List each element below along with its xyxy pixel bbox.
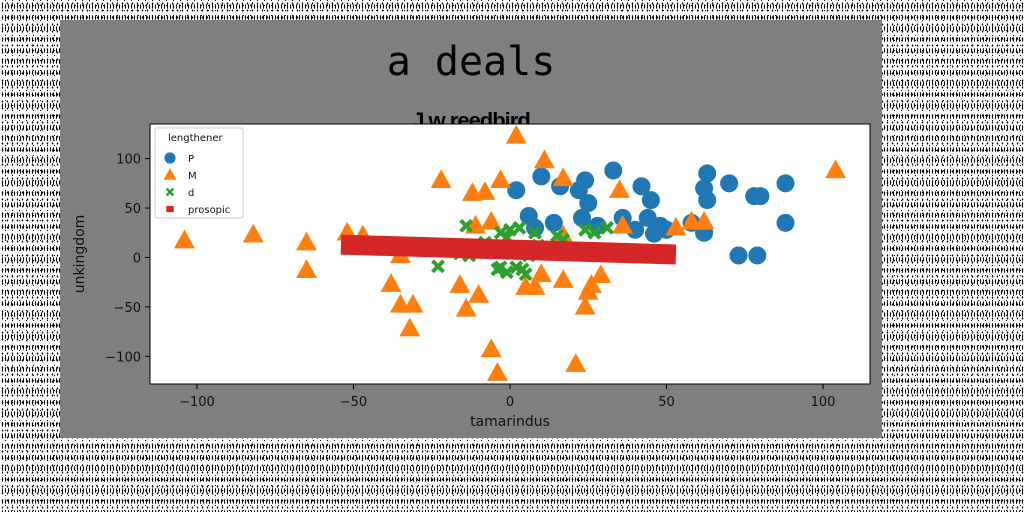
series-m-point	[533, 149, 555, 169]
series-p-point	[748, 246, 767, 265]
series-d-point	[518, 267, 533, 282]
series-m-point	[693, 210, 715, 230]
series-d-point	[528, 225, 542, 240]
series-d-point	[503, 222, 517, 237]
series-p-point	[573, 208, 591, 227]
series-m-point	[505, 124, 527, 144]
series-m-point	[242, 223, 264, 243]
series-d-point	[578, 222, 593, 237]
series-d-point	[587, 225, 602, 240]
legend-label-p: P	[188, 154, 194, 165]
legend-label-m: M	[188, 171, 197, 182]
figure-title: a deals	[386, 39, 556, 85]
legend: lengthener PMd prosopic	[154, 127, 244, 219]
legend-label-prosopic: prosopic	[188, 205, 230, 216]
series-d-point	[512, 220, 527, 235]
series-p-point	[544, 213, 563, 232]
series-m-point	[399, 317, 421, 337]
series-m-point	[574, 295, 596, 315]
series-m-point	[524, 276, 546, 295]
series-m-point	[565, 353, 587, 372]
series-m-point	[430, 169, 452, 189]
axes: −100 −50 0 50 100 −100 −50 0 50 100	[105, 153, 835, 410]
series-m-point	[612, 214, 634, 234]
series-m-point	[480, 338, 502, 358]
series-p-point	[632, 177, 651, 196]
series-prosopic-line	[340, 234, 677, 265]
x-axis-label: tamarindus	[470, 414, 550, 430]
x-tick-label: 0	[506, 395, 514, 410]
series-d-point	[600, 220, 614, 235]
series-d-point	[459, 218, 474, 233]
series-p-point	[579, 194, 598, 213]
series-m-point	[449, 274, 471, 293]
x-tick-label: −100	[179, 395, 215, 410]
y-tick-label: 50	[124, 202, 141, 217]
y-tick-label: 0	[133, 251, 141, 266]
series-d-point	[431, 259, 445, 274]
series-m-point	[468, 284, 490, 303]
series-p-point	[698, 164, 717, 183]
series-m-point	[380, 273, 402, 292]
series-p-point	[507, 181, 526, 200]
series-p-point	[720, 174, 739, 193]
data-marks	[173, 124, 847, 381]
series-p-point	[526, 218, 545, 237]
legend-label-d: d	[188, 188, 194, 199]
series-p-point	[532, 167, 551, 186]
series-p-point	[645, 224, 663, 243]
series-m-point	[487, 362, 508, 381]
series-p-point	[626, 220, 645, 239]
series-p-point	[776, 213, 795, 232]
legend-box	[154, 127, 244, 219]
x-tick-label: 50	[658, 395, 675, 410]
series-p-point	[698, 191, 717, 210]
legend-marker-d	[165, 187, 175, 197]
series-m-point	[455, 297, 477, 317]
legend-marker-prosopic	[166, 205, 174, 213]
series-m-point	[552, 269, 574, 288]
series-d-point	[499, 265, 514, 280]
x-tick-label: −50	[340, 395, 367, 410]
series-m-point	[474, 181, 496, 200]
series-m-point	[490, 169, 512, 189]
series-p-point	[729, 246, 748, 265]
series-m-point	[580, 274, 602, 293]
y-tick-label: −50	[114, 301, 141, 316]
series-m-point	[173, 229, 195, 249]
series-m-point	[530, 263, 552, 282]
series-m-point	[296, 259, 317, 279]
series-m-point	[609, 179, 631, 198]
legend-marker-m	[163, 168, 177, 180]
y-axis-label: unkingdom	[72, 215, 88, 294]
series-p-point	[604, 161, 623, 180]
series-m-point	[296, 231, 317, 251]
series-m-point	[552, 167, 574, 187]
series-p-point	[751, 187, 770, 206]
series-m-point	[665, 216, 687, 236]
series-m-point	[480, 210, 502, 230]
series-m-point	[825, 159, 847, 179]
legend-title: lengthener	[168, 133, 224, 144]
x-tick-label: 100	[811, 395, 836, 410]
series-p-point	[776, 174, 795, 193]
y-tick-label: 100	[116, 153, 141, 168]
series-p-point	[641, 191, 660, 210]
legend-marker-p	[164, 152, 176, 164]
y-tick-label: −100	[105, 350, 141, 365]
series-p-point	[576, 171, 595, 190]
series-m-point	[402, 293, 424, 313]
series-m-point	[590, 264, 612, 283]
